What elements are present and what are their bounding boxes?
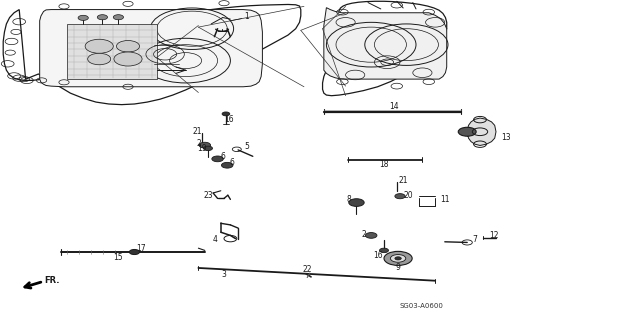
Circle shape: [222, 112, 230, 116]
Polygon shape: [40, 10, 262, 87]
Circle shape: [97, 15, 108, 20]
Text: 11: 11: [440, 195, 449, 204]
Text: 16: 16: [372, 251, 383, 260]
Circle shape: [384, 251, 412, 265]
Polygon shape: [323, 1, 447, 96]
Text: 21: 21: [193, 127, 202, 136]
Polygon shape: [67, 24, 157, 79]
Text: 23: 23: [204, 191, 214, 200]
Text: 4: 4: [212, 235, 218, 244]
Polygon shape: [467, 118, 496, 145]
Circle shape: [88, 53, 111, 65]
Text: SG03-A0600: SG03-A0600: [399, 303, 443, 309]
Circle shape: [116, 41, 140, 52]
Text: 21: 21: [399, 176, 408, 185]
Circle shape: [129, 249, 140, 255]
Circle shape: [395, 194, 405, 199]
Circle shape: [458, 127, 476, 136]
Text: 14: 14: [388, 102, 399, 111]
Circle shape: [221, 162, 233, 168]
Text: 19: 19: [196, 144, 207, 153]
Text: 1: 1: [244, 12, 249, 21]
Circle shape: [390, 255, 406, 262]
Text: 22: 22: [303, 265, 312, 274]
Circle shape: [212, 156, 223, 162]
Text: 20: 20: [403, 191, 413, 200]
Circle shape: [199, 142, 211, 148]
Polygon shape: [324, 8, 447, 79]
Text: 16: 16: [224, 115, 234, 124]
Polygon shape: [3, 4, 301, 105]
Text: 5: 5: [244, 142, 249, 151]
Circle shape: [204, 146, 212, 151]
Text: 13: 13: [500, 133, 511, 142]
Circle shape: [395, 257, 401, 260]
Text: 17: 17: [136, 244, 146, 253]
Text: 15: 15: [113, 253, 124, 262]
Text: 7: 7: [472, 235, 477, 244]
Text: 8: 8: [346, 195, 351, 204]
Text: 2: 2: [361, 230, 366, 239]
Circle shape: [349, 199, 364, 206]
Circle shape: [113, 15, 124, 20]
Text: 12: 12: [490, 231, 499, 240]
Circle shape: [114, 52, 142, 66]
Text: 3: 3: [221, 271, 227, 279]
Text: FR.: FR.: [45, 276, 60, 285]
Text: 2: 2: [196, 139, 201, 148]
Circle shape: [380, 248, 388, 253]
Text: 18: 18: [380, 160, 388, 169]
Text: 6: 6: [230, 158, 235, 167]
Text: 6: 6: [220, 152, 225, 161]
Text: 9: 9: [396, 263, 401, 272]
Circle shape: [365, 233, 377, 238]
Circle shape: [85, 39, 113, 53]
Circle shape: [78, 15, 88, 20]
Text: 10: 10: [470, 124, 480, 133]
